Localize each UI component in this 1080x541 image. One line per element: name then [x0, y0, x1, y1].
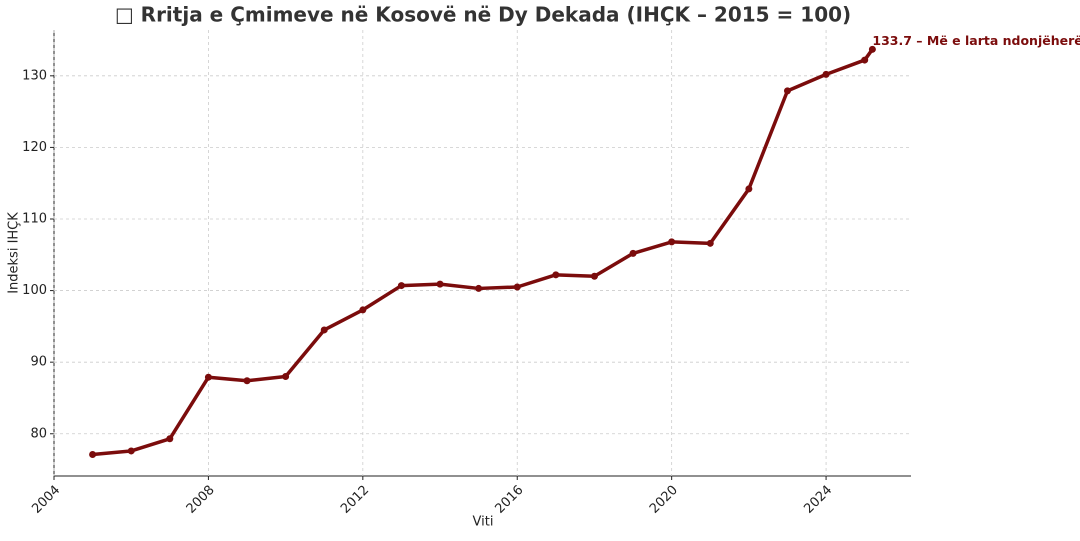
annotation: 133.7 – Më e larta ndonjëherë — [872, 33, 1080, 48]
point — [783, 87, 791, 95]
x-tick-label: 2024 — [801, 483, 835, 517]
point — [822, 70, 830, 78]
y-axis-label: Indeksi IHÇK — [7, 212, 22, 294]
point — [475, 284, 483, 292]
y-tick-label: 110 — [22, 211, 47, 226]
chart-title: □ Rritja e Çmimeve në Kosovë në Dy Dekad… — [115, 3, 851, 27]
y-tick-label: 130 — [22, 68, 47, 83]
point — [706, 239, 714, 247]
point — [320, 326, 328, 334]
x-tick-label: 2020 — [647, 483, 681, 517]
point — [397, 282, 405, 290]
point — [868, 45, 876, 53]
y-tick-label: 100 — [22, 283, 47, 298]
point — [861, 56, 869, 64]
x-tick-label: 2016 — [493, 483, 527, 517]
y-tick-label: 90 — [30, 355, 47, 370]
point — [282, 372, 290, 380]
point — [166, 435, 174, 443]
series-line — [92, 48, 874, 457]
y-tick-label: 80 — [30, 426, 47, 441]
point — [513, 283, 521, 291]
point — [668, 238, 676, 246]
point — [552, 271, 560, 279]
y-tick-label: 120 — [22, 140, 47, 155]
point — [745, 185, 753, 193]
point — [436, 280, 444, 288]
point — [590, 272, 598, 280]
x-tick-label: 2004 — [29, 483, 63, 517]
x-tick-label: 2012 — [338, 483, 372, 517]
x-tick-label: 2008 — [184, 483, 218, 517]
point — [204, 373, 212, 381]
point — [127, 447, 135, 455]
point — [89, 451, 97, 459]
point — [243, 377, 251, 385]
point — [359, 306, 367, 314]
point — [629, 249, 637, 257]
x-axis-label: Viti — [473, 515, 494, 530]
